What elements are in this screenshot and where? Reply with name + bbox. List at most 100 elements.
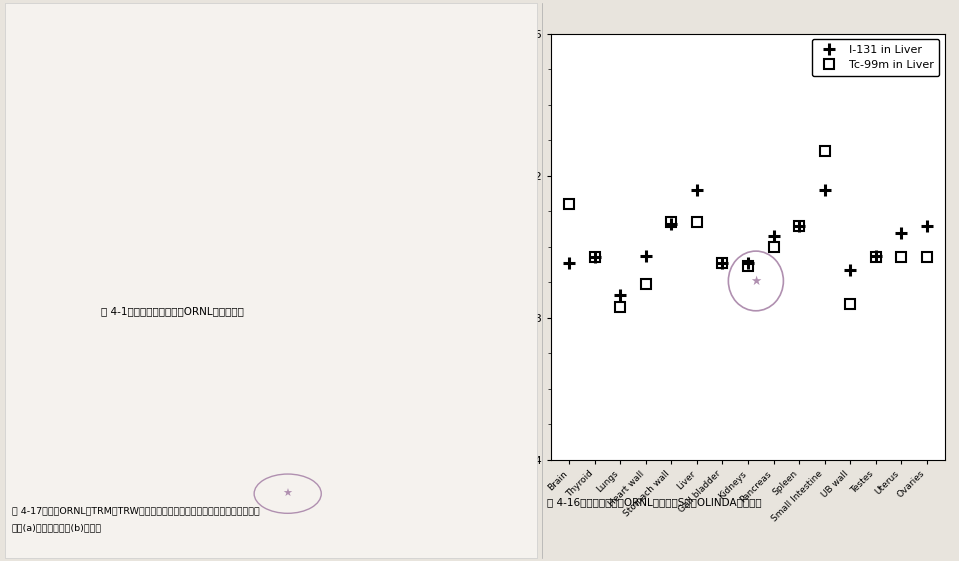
FancyBboxPatch shape bbox=[266, 113, 334, 275]
Legend: ORNL adult phantom, TRM, TRW: ORNL adult phantom, TRM, TRW bbox=[179, 334, 256, 355]
I-131 in Liver bbox=[589, 254, 600, 261]
I-131 in Liver bbox=[641, 252, 652, 259]
Circle shape bbox=[111, 91, 164, 113]
Text: 圖 4-17：採用ORNL、TRM、TRW擬體計算各器官自吸收分率與光子能量的關係，: 圖 4-17：採用ORNL、TRM、TRW擬體計算各器官自吸收分率與光子能量的關… bbox=[12, 507, 259, 516]
FancyBboxPatch shape bbox=[303, 268, 327, 309]
X-axis label: Photon Energy (MeV): Photon Energy (MeV) bbox=[105, 517, 187, 526]
Polygon shape bbox=[8, 11, 175, 81]
Tc-99m in Liver bbox=[691, 219, 703, 226]
I-131 in Liver bbox=[768, 233, 780, 240]
Legend: ORNL adult phantom, TRM, TRW: ORNL adult phantom, TRM, TRW bbox=[429, 334, 505, 355]
Tc-99m in Liver bbox=[641, 281, 652, 288]
FancyBboxPatch shape bbox=[106, 192, 169, 223]
Text: PA: PA bbox=[449, 313, 459, 322]
Tc-99m in Liver bbox=[921, 254, 932, 261]
Tc-99m in Liver bbox=[844, 300, 855, 307]
FancyBboxPatch shape bbox=[190, 192, 252, 223]
FancyBboxPatch shape bbox=[31, 268, 55, 309]
Tc-99m in Liver bbox=[716, 260, 728, 266]
FancyBboxPatch shape bbox=[344, 252, 407, 275]
FancyBboxPatch shape bbox=[141, 268, 165, 309]
I-131 in Liver bbox=[691, 187, 703, 194]
FancyBboxPatch shape bbox=[347, 268, 370, 309]
Y-axis label: ORNL/OLINDA: ORNL/OLINDA bbox=[506, 203, 519, 291]
FancyBboxPatch shape bbox=[425, 268, 449, 309]
I-131 in Liver bbox=[844, 266, 855, 273]
FancyBboxPatch shape bbox=[190, 158, 252, 194]
FancyBboxPatch shape bbox=[269, 113, 331, 158]
FancyBboxPatch shape bbox=[269, 252, 331, 275]
FancyBboxPatch shape bbox=[106, 252, 169, 275]
Tc-99m in Liver bbox=[742, 263, 754, 270]
Text: AP: AP bbox=[370, 313, 381, 322]
Text: AP: AP bbox=[216, 313, 227, 322]
I-131 in Liver bbox=[742, 260, 754, 266]
Circle shape bbox=[428, 91, 480, 113]
I-131 in Liver bbox=[666, 220, 677, 227]
Y-axis label: Specific Absorbed Fractions (kg$^{-1}$): Specific Absorbed Fractions (kg$^{-1}$) bbox=[238, 350, 250, 472]
Tc-99m in Liver bbox=[819, 148, 830, 154]
Line: Tc-99m in Liver: Tc-99m in Liver bbox=[565, 146, 931, 312]
Tc-99m in Liver bbox=[666, 219, 677, 226]
FancyBboxPatch shape bbox=[423, 158, 485, 194]
FancyBboxPatch shape bbox=[344, 192, 407, 223]
Tc-99m in Liver bbox=[793, 222, 805, 229]
FancyBboxPatch shape bbox=[344, 113, 407, 158]
FancyBboxPatch shape bbox=[341, 113, 409, 275]
Tc-99m in Liver bbox=[870, 254, 881, 261]
I-131 in Liver bbox=[564, 260, 575, 266]
Text: PA: PA bbox=[294, 313, 305, 322]
Text: (b): (b) bbox=[294, 334, 311, 344]
FancyBboxPatch shape bbox=[344, 221, 407, 248]
FancyBboxPatch shape bbox=[423, 221, 485, 248]
FancyBboxPatch shape bbox=[190, 113, 252, 158]
Text: ★: ★ bbox=[239, 156, 251, 169]
Tc-99m in Liver bbox=[564, 201, 575, 208]
FancyBboxPatch shape bbox=[423, 252, 485, 275]
Tc-99m in Liver bbox=[768, 243, 780, 250]
FancyBboxPatch shape bbox=[457, 268, 481, 309]
Circle shape bbox=[273, 91, 326, 113]
FancyBboxPatch shape bbox=[62, 268, 86, 309]
Tc-99m in Liver bbox=[589, 254, 600, 261]
Line: I-131 in Liver: I-131 in Liver bbox=[563, 184, 933, 301]
FancyBboxPatch shape bbox=[190, 221, 252, 248]
I-131 in Liver bbox=[870, 252, 881, 259]
FancyBboxPatch shape bbox=[106, 113, 169, 158]
Circle shape bbox=[34, 91, 85, 113]
X-axis label: Photon Energy (MeV): Photon Energy (MeV) bbox=[355, 517, 436, 526]
Text: 圖 4-16：蒙地卡羅模擬ORNL體內劑颊S値與OLINDA結果比較: 圖 4-16：蒙地卡羅模擬ORNL體內劑颊S値與OLINDA結果比較 bbox=[547, 497, 761, 507]
FancyBboxPatch shape bbox=[423, 113, 485, 158]
FancyBboxPatch shape bbox=[28, 221, 90, 248]
FancyBboxPatch shape bbox=[106, 158, 169, 194]
FancyBboxPatch shape bbox=[193, 268, 217, 309]
FancyBboxPatch shape bbox=[269, 158, 331, 194]
Text: 左圖(a)為胰臟，右圖(b)為脾臟: 左圖(a)為胰臟，右圖(b)為脾臟 bbox=[12, 523, 102, 532]
FancyBboxPatch shape bbox=[106, 221, 169, 248]
Circle shape bbox=[195, 91, 247, 113]
I-131 in Liver bbox=[819, 187, 830, 194]
Text: AP: AP bbox=[54, 313, 65, 322]
FancyBboxPatch shape bbox=[190, 252, 252, 275]
FancyBboxPatch shape bbox=[187, 113, 255, 275]
I-131 in Liver bbox=[716, 260, 728, 266]
Text: PA: PA bbox=[132, 313, 143, 322]
Text: ★: ★ bbox=[283, 489, 292, 499]
I-131 in Liver bbox=[793, 222, 805, 229]
I-131 in Liver bbox=[896, 229, 907, 236]
FancyBboxPatch shape bbox=[420, 113, 488, 275]
FancyBboxPatch shape bbox=[379, 268, 403, 309]
Text: TRW: TRW bbox=[379, 76, 404, 86]
Text: 圖 4-1：台灣參考人擬體與ORNL擬體之比較: 圖 4-1：台灣參考人擬體與ORNL擬體之比較 bbox=[102, 306, 244, 316]
Tc-99m in Liver bbox=[896, 254, 907, 261]
Text: 博士論文: 博士論文 bbox=[61, 37, 105, 56]
Text: Spleen ← Spleen: Spleen ← Spleen bbox=[445, 321, 508, 330]
Text: TRM: TRM bbox=[227, 76, 251, 86]
FancyBboxPatch shape bbox=[25, 113, 93, 275]
Circle shape bbox=[349, 91, 402, 113]
FancyBboxPatch shape bbox=[28, 252, 90, 275]
Legend: I-131 in Liver, Tc-99m in Liver: I-131 in Liver, Tc-99m in Liver bbox=[812, 39, 939, 76]
FancyBboxPatch shape bbox=[28, 192, 90, 223]
Text: ★: ★ bbox=[750, 274, 761, 287]
Text: (a): (a) bbox=[45, 334, 60, 344]
